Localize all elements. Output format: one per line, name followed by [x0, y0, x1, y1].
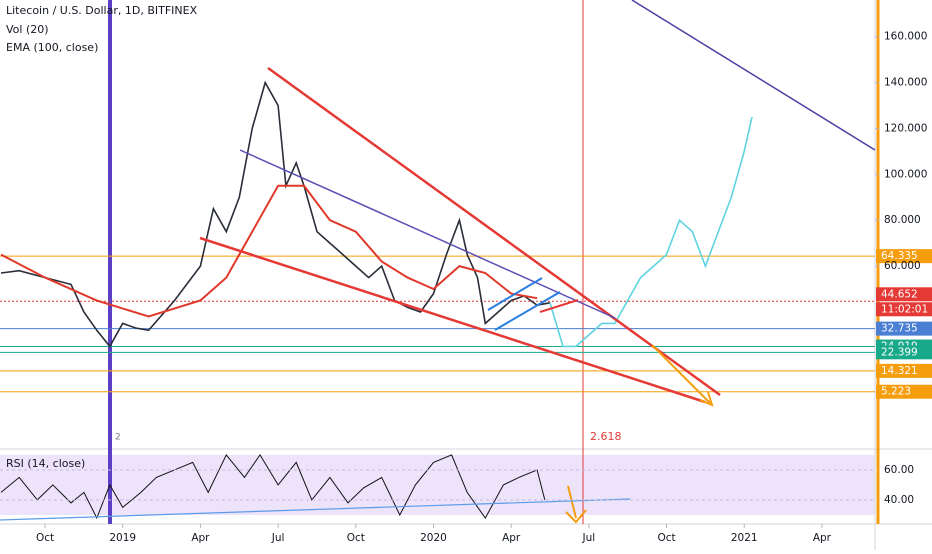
- x-tick-label: Apr: [502, 532, 521, 544]
- trend-line: [199, 236, 706, 404]
- fib-label: 2.618: [590, 430, 622, 443]
- channel-line: [494, 291, 561, 331]
- price-label-box: [876, 287, 932, 302]
- arrow-head: [699, 391, 714, 407]
- y-tick-label: 160.000: [884, 31, 927, 43]
- y-tick-label: 100.000: [884, 168, 927, 180]
- price-label: 32.735: [881, 323, 918, 335]
- chart-title: Litecoin / U.S. Dollar, 1D, BITFINEX: [6, 4, 198, 17]
- price-label-box: [876, 249, 932, 264]
- x-tick-label: Apr: [191, 532, 210, 544]
- indicator-label: Vol (20): [6, 23, 49, 36]
- series-line: [549, 116, 753, 348]
- y-tick-label: 80.000: [884, 214, 921, 226]
- x-tick-label: Apr: [813, 532, 832, 544]
- price-label-box: [876, 345, 932, 360]
- x-tick-label: 2019: [109, 532, 136, 544]
- trend-line: [239, 149, 616, 319]
- rsi-trend-line: [0, 498, 631, 521]
- y-tick-label: 120.000: [884, 122, 927, 134]
- trend-line: [267, 66, 721, 397]
- series-line: [0, 453, 546, 520]
- x-tick-label: Jul: [271, 532, 285, 544]
- y-tick-label: 60.000: [884, 260, 921, 272]
- channel-line: [487, 277, 543, 311]
- triangle-line: [539, 299, 579, 313]
- x-tick-label: Oct: [347, 532, 365, 544]
- x-tick-label: Jul: [582, 532, 596, 544]
- countdown-box: [876, 302, 932, 317]
- price-label-box: [876, 384, 932, 399]
- price-label-box: [876, 363, 932, 378]
- x-tick-label: 2021: [731, 532, 758, 544]
- trend-line: [631, 0, 876, 151]
- arrow-head: [565, 509, 587, 524]
- y-tick-label: 40.00: [884, 494, 914, 506]
- countdown: 11:02:01: [881, 303, 928, 315]
- y-tick-label: 60.00: [884, 464, 914, 476]
- x-tick-label: Oct: [36, 532, 54, 544]
- x-tick-label: Oct: [657, 532, 675, 544]
- arrow: [651, 344, 711, 404]
- price-label-box: [876, 321, 932, 336]
- price-label: 64.335: [881, 250, 918, 262]
- series-line: [0, 184, 538, 318]
- indicator-label: EMA (100, close): [6, 41, 98, 54]
- price-label: 22.399: [881, 346, 918, 358]
- price-label: 14.321: [881, 365, 918, 377]
- price-label: 44.652: [881, 288, 918, 300]
- arrow: [567, 485, 577, 519]
- x-tick-label: 2020: [420, 532, 447, 544]
- annotation: 2: [115, 433, 121, 443]
- rsi-title: RSI (14, close): [6, 457, 85, 470]
- price-label: 5.223: [881, 386, 911, 398]
- y-tick-label: 140.000: [884, 77, 927, 89]
